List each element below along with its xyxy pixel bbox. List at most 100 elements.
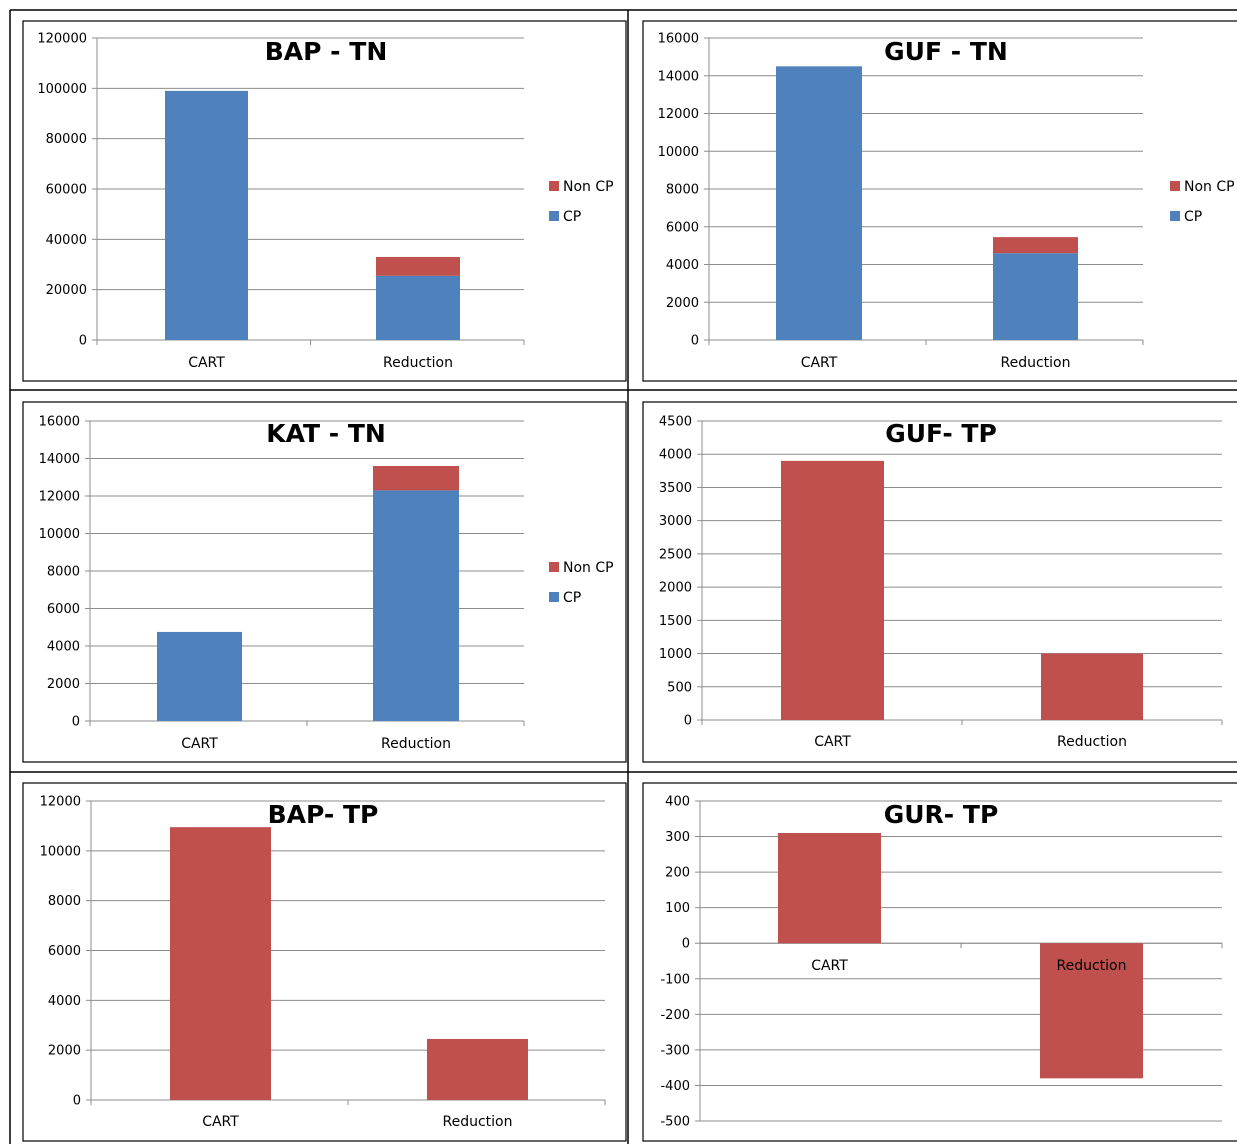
y-tick-label: 4000 xyxy=(666,258,699,273)
cp-bar-reduction xyxy=(993,253,1078,340)
cp-bar-reduction xyxy=(376,275,460,340)
chart-title: GUR- TP xyxy=(884,800,999,829)
y-tick-label: 1000 xyxy=(659,647,692,662)
chart-title: BAP - TN xyxy=(265,37,388,66)
x-category-label: Reduction xyxy=(1057,958,1127,974)
chart-6: -500 -400 -300 -200 -100 0 100 200 300 400 CART Red… xyxy=(642,782,1237,1142)
chart-4: 0 500 1000 1500 2000 2500 3000 3500 4000 4500 CART… xyxy=(642,401,1237,763)
chart-frame xyxy=(22,20,627,382)
x-category-label: CART xyxy=(202,1114,239,1130)
y-tick-label: 60000 xyxy=(46,183,87,198)
legend-label: CP xyxy=(563,590,581,606)
y-tick-label: 4000 xyxy=(47,640,80,655)
y-tick-label: 16000 xyxy=(39,415,80,430)
x-category-label: CART xyxy=(181,736,218,752)
y-tick-label: 1500 xyxy=(659,614,692,629)
y-tick-label: 4000 xyxy=(659,448,692,463)
y-tick-label: 14000 xyxy=(658,69,699,84)
y-tick-label: 2000 xyxy=(47,677,80,692)
y-tick-label: 0 xyxy=(79,334,87,349)
value-bar-cart xyxy=(170,827,271,1100)
y-tick-label: 100 xyxy=(665,901,690,916)
y-tick-label: 3000 xyxy=(659,514,692,529)
y-tick-label: 0 xyxy=(691,334,699,349)
x-category-label: CART xyxy=(801,355,838,371)
legend-label: Non CP xyxy=(563,179,614,195)
y-tick-label: 120000 xyxy=(37,32,87,47)
legend-swatch xyxy=(549,181,559,191)
cp-bar-cart xyxy=(776,66,862,340)
y-tick-label: 2500 xyxy=(659,547,692,562)
y-tick-label: 10000 xyxy=(658,145,699,160)
value-bar-reduction xyxy=(1040,943,1143,1079)
cp-bar-cart xyxy=(165,90,248,340)
y-tick-label: 10000 xyxy=(40,844,81,859)
legend-label: Non CP xyxy=(1184,179,1235,195)
legend-swatch xyxy=(1170,181,1180,191)
y-tick-label: 6000 xyxy=(666,220,699,235)
x-category-label: Reduction xyxy=(443,1114,513,1130)
y-tick-label: 2000 xyxy=(666,296,699,311)
y-tick-label: 6000 xyxy=(48,944,81,959)
y-tick-label: 3500 xyxy=(659,481,692,496)
y-tick-label: 80000 xyxy=(46,132,87,147)
y-tick-label: 2000 xyxy=(659,581,692,596)
chart-1: 0 20000 40000 60000 80000 100000 120000 CART Red… xyxy=(22,20,627,382)
x-category-label: CART xyxy=(188,355,225,371)
cp-bar-reduction xyxy=(373,490,459,721)
legend-swatch xyxy=(549,592,559,602)
y-tick-label: 0 xyxy=(72,715,80,730)
y-tick-label: -200 xyxy=(660,1008,690,1023)
value-bar-reduction xyxy=(427,1038,528,1100)
y-tick-label: 0 xyxy=(682,937,690,952)
chart-frame xyxy=(642,401,1237,763)
legend-swatch xyxy=(549,562,559,572)
y-tick-label: 2000 xyxy=(48,1044,81,1059)
value-bar-cart xyxy=(778,833,881,944)
chart-3: 0 2000 4000 6000 8000 10000 12000 14000 16000 CAR… xyxy=(22,401,627,763)
y-tick-label: 500 xyxy=(667,680,692,695)
chart-title: GUF- TP xyxy=(885,419,997,448)
y-tick-label: -400 xyxy=(660,1079,690,1094)
y-tick-label: 8000 xyxy=(47,565,80,580)
non-cp-bar-reduction xyxy=(993,237,1078,254)
cp-bar-cart xyxy=(157,631,242,721)
y-tick-label: 200 xyxy=(665,866,690,881)
y-tick-label: 40000 xyxy=(46,233,87,248)
y-tick-label: 10000 xyxy=(39,527,80,542)
chart-frame xyxy=(22,782,627,1142)
y-tick-label: 12000 xyxy=(39,490,80,505)
x-category-label: Reduction xyxy=(381,736,451,752)
legend-label: CP xyxy=(1184,209,1202,225)
non-cp-bar-reduction xyxy=(376,256,460,276)
legend-label: CP xyxy=(563,209,581,225)
y-tick-label: 14000 xyxy=(39,452,80,467)
y-tick-label: 300 xyxy=(665,830,690,845)
x-category-label: CART xyxy=(811,958,848,974)
y-tick-label: -100 xyxy=(660,972,690,987)
non-cp-bar-reduction xyxy=(373,466,459,491)
y-tick-label: 4500 xyxy=(659,415,692,430)
legend-label: Non CP xyxy=(563,560,614,576)
y-tick-label: 20000 xyxy=(46,283,87,298)
y-tick-label: 8000 xyxy=(666,183,699,198)
legend-swatch xyxy=(1170,211,1180,221)
x-category-label: Reduction xyxy=(1057,734,1127,750)
chart-5: 0 2000 4000 6000 8000 10000 12000 CART Reduction… xyxy=(22,782,627,1142)
y-tick-label: 400 xyxy=(665,795,690,810)
y-tick-label: 16000 xyxy=(658,32,699,47)
y-tick-label: 100000 xyxy=(37,82,87,97)
value-bar-cart xyxy=(781,460,884,720)
y-tick-label: 6000 xyxy=(47,602,80,617)
chart-title: GUF - TN xyxy=(884,37,1008,66)
x-category-label: Reduction xyxy=(1001,355,1071,371)
value-bar-reduction xyxy=(1041,653,1143,720)
y-tick-label: 4000 xyxy=(48,994,81,1009)
x-category-label: CART xyxy=(814,734,851,750)
chart-frame xyxy=(642,20,1237,382)
y-tick-label: 12000 xyxy=(40,795,81,810)
y-tick-label: -500 xyxy=(660,1115,690,1130)
y-tick-label: 0 xyxy=(684,714,692,729)
chart-title: KAT - TN xyxy=(266,419,386,448)
